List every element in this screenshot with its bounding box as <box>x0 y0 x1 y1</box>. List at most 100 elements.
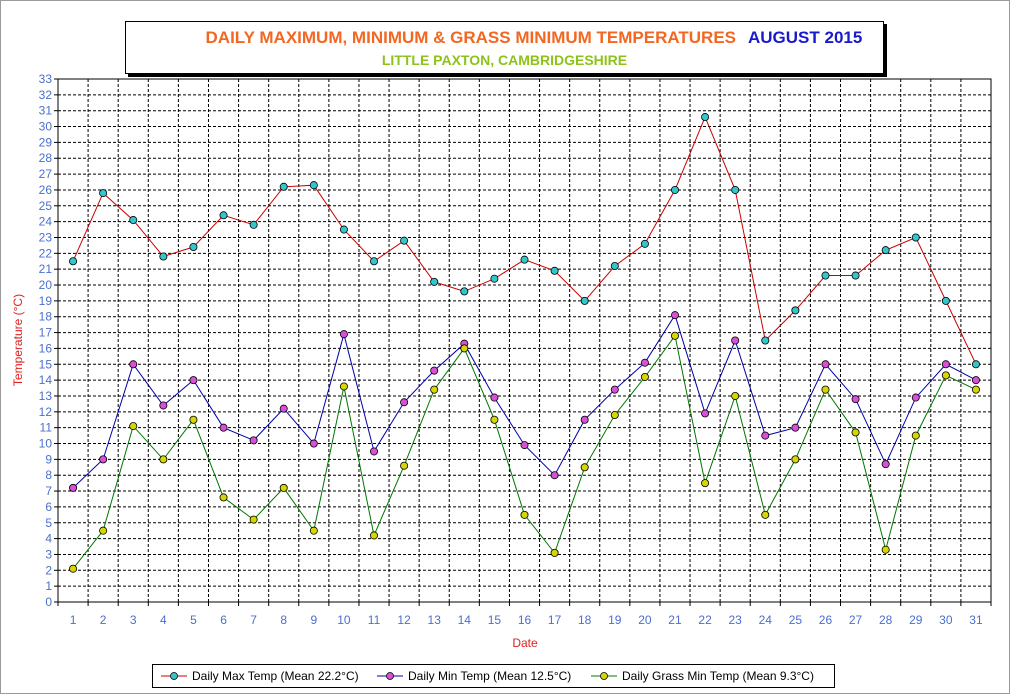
data-point <box>731 185 740 194</box>
chart-subtitle: LITTLE PAXTON, CAMBRIDGESHIRE <box>381 52 628 68</box>
data-point <box>520 510 529 519</box>
y-tick-label: 19 <box>39 294 53 308</box>
x-tick-label: 14 <box>458 613 472 627</box>
legend: Daily Max Temp (Mean 22.2°C) Daily Min T… <box>152 664 835 688</box>
data-point <box>911 431 920 440</box>
x-tick-label: 20 <box>638 613 652 627</box>
legend-marker-min-icon <box>377 672 403 680</box>
data-point <box>249 515 258 524</box>
y-tick-label: 17 <box>39 326 53 340</box>
series-0 <box>69 113 980 369</box>
y-tick-label: 4 <box>45 532 52 546</box>
y-tick-label: 8 <box>45 468 52 482</box>
data-point <box>159 252 168 261</box>
x-tick-label: 2 <box>100 613 107 627</box>
x-tick-label: 3 <box>130 613 137 627</box>
x-tick-label: 4 <box>160 613 167 627</box>
y-tick-label: 10 <box>39 437 53 451</box>
data-point <box>69 257 78 266</box>
x-tick-label: 26 <box>819 613 833 627</box>
data-point <box>129 216 138 225</box>
data-point <box>189 376 198 385</box>
x-tick-label: 1 <box>70 613 77 627</box>
data-point <box>670 331 679 340</box>
data-point <box>761 510 770 519</box>
y-tick-label: 20 <box>39 278 53 292</box>
x-tick-label: 13 <box>428 613 442 627</box>
y-tick-label: 3 <box>45 547 52 561</box>
data-point <box>99 455 108 464</box>
data-point <box>670 185 679 194</box>
data-point <box>339 330 348 339</box>
axes: 0123456789101112131415161718192021222324… <box>39 72 992 627</box>
data-point <box>550 548 559 557</box>
y-tick-label: 1 <box>45 579 52 593</box>
data-point <box>309 439 318 448</box>
data-point <box>640 358 649 367</box>
y-tick-label: 30 <box>39 120 53 134</box>
x-tick-label: 12 <box>397 613 411 627</box>
y-axis-label: Temperature (°C) <box>11 294 25 386</box>
data-point <box>701 409 710 418</box>
y-tick-label: 33 <box>39 72 53 86</box>
x-tick-label: 9 <box>310 613 317 627</box>
plot-border <box>57 78 992 603</box>
data-point <box>370 257 379 266</box>
data-point <box>911 233 920 242</box>
data-point <box>701 479 710 488</box>
data-point <box>520 441 529 450</box>
data-point <box>701 113 710 122</box>
x-tick-label: 25 <box>789 613 803 627</box>
data-point <box>400 236 409 245</box>
data-point <box>400 461 409 470</box>
legend-marker-grass-icon <box>591 672 617 680</box>
data-point <box>821 385 830 394</box>
x-tick-label: 16 <box>518 613 532 627</box>
gridlines <box>58 79 991 602</box>
x-tick-label: 29 <box>909 613 923 627</box>
data-point <box>580 415 589 424</box>
x-tick-label: 5 <box>190 613 197 627</box>
data-point <box>610 385 619 394</box>
data-point <box>881 460 890 469</box>
data-point <box>791 423 800 432</box>
x-tick-label: 24 <box>759 613 773 627</box>
y-tick-label: 9 <box>45 452 52 466</box>
data-point <box>971 376 980 385</box>
data-point <box>99 189 108 198</box>
data-point <box>670 311 679 320</box>
x-tick-label: 22 <box>698 613 712 627</box>
x-tick-label: 8 <box>280 613 287 627</box>
data-point <box>189 415 198 424</box>
data-point <box>159 455 168 464</box>
data-point <box>249 220 258 229</box>
data-point <box>550 266 559 275</box>
y-tick-label: 31 <box>39 104 53 118</box>
y-tick-label: 18 <box>39 310 53 324</box>
data-point <box>279 182 288 191</box>
x-tick-label: 10 <box>337 613 351 627</box>
data-point <box>821 271 830 280</box>
y-tick-label: 5 <box>45 516 52 530</box>
data-point <box>99 526 108 535</box>
x-tick-label: 15 <box>488 613 502 627</box>
data-point <box>911 393 920 402</box>
y-tick-label: 16 <box>39 341 53 355</box>
data-point <box>339 382 348 391</box>
data-point <box>761 431 770 440</box>
data-point <box>640 372 649 381</box>
data-point <box>219 211 228 220</box>
data-point <box>490 393 499 402</box>
data-point <box>490 274 499 283</box>
y-tick-label: 29 <box>39 135 53 149</box>
y-tick-label: 22 <box>39 246 53 260</box>
y-tick-label: 11 <box>40 421 53 435</box>
data-point <box>249 436 258 445</box>
chart-title: DAILY MAXIMUM, MINIMUM & GRASS MINIMUM T… <box>205 28 736 47</box>
x-tick-label: 18 <box>578 613 592 627</box>
y-tick-label: 14 <box>39 373 53 387</box>
y-tick-label: 27 <box>39 167 53 181</box>
x-tick-label: 7 <box>250 613 257 627</box>
data-point <box>400 398 409 407</box>
